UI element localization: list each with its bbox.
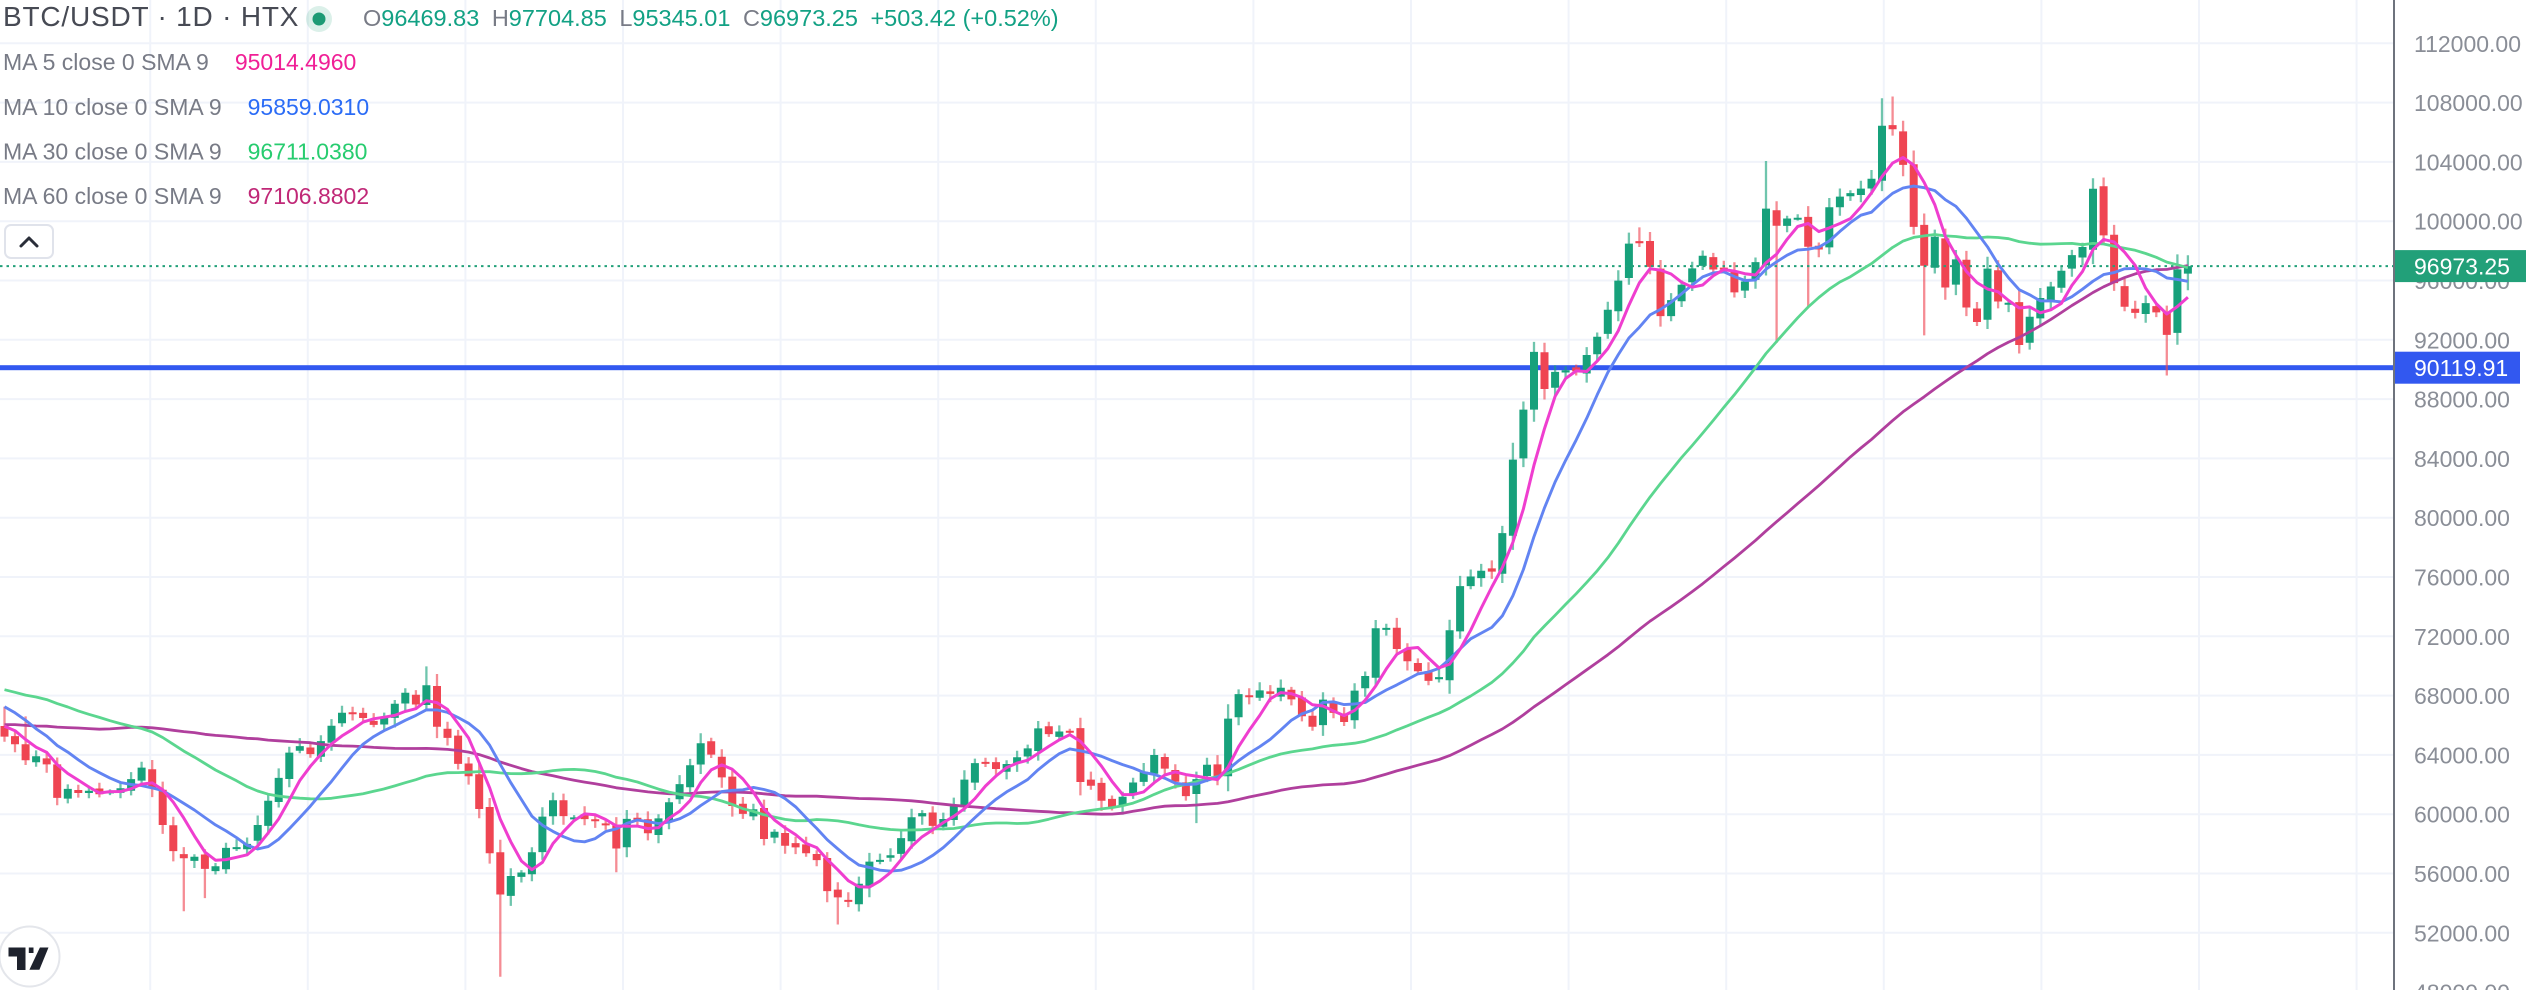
svg-text:BTC/USDT · 1D · HTX: BTC/USDT · 1D · HTX [3,1,299,32]
svg-text:84000.00: 84000.00 [2414,446,2510,472]
svg-text:100000.00: 100000.00 [2414,209,2523,235]
svg-text:52000.00: 52000.00 [2414,920,2510,946]
svg-text:80000.00: 80000.00 [2414,505,2510,531]
svg-text:56000.00: 56000.00 [2414,861,2510,887]
svg-text:64000.00: 64000.00 [2414,742,2510,768]
svg-text:112000.00: 112000.00 [2414,31,2521,57]
svg-text:72000.00: 72000.00 [2414,624,2510,650]
svg-text:48000.00: 48000.00 [2414,980,2510,990]
svg-text:92000.00: 92000.00 [2414,327,2510,353]
svg-text:60000.00: 60000.00 [2414,802,2510,828]
svg-text:90119.91: 90119.91 [2414,355,2508,381]
svg-text:76000.00: 76000.00 [2414,565,2510,591]
svg-text:96973.25: 96973.25 [2414,254,2510,280]
svg-text:88000.00: 88000.00 [2414,387,2510,413]
svg-text:104000.00: 104000.00 [2414,149,2523,175]
svg-text:108000.00: 108000.00 [2414,90,2523,116]
svg-text:68000.00: 68000.00 [2414,683,2510,709]
